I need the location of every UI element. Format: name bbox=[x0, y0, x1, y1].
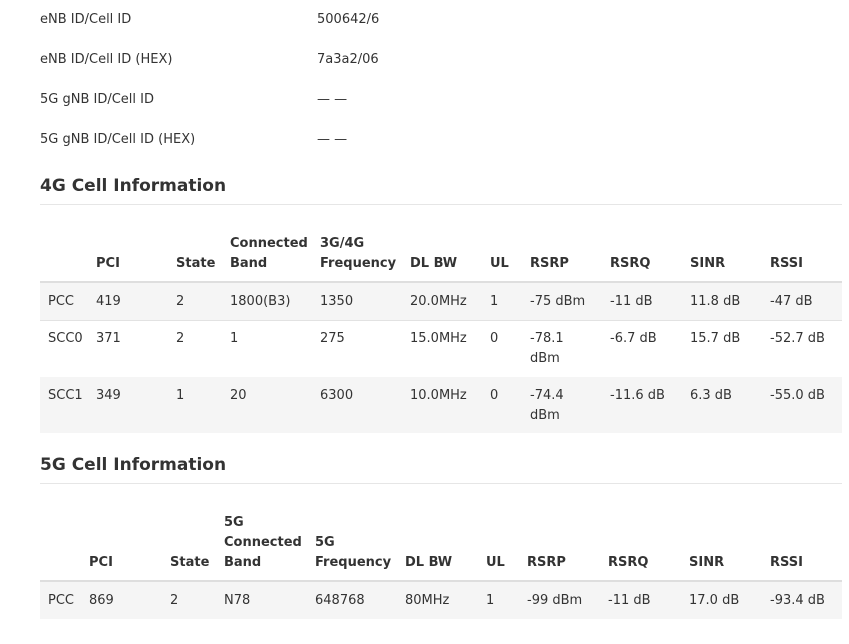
cell-band: N78 bbox=[224, 593, 251, 608]
info-value-enb-cell-id-hex: 7a3a2/06 bbox=[317, 52, 379, 67]
cell-pci: 419 bbox=[96, 294, 121, 309]
header-dl-bw: DL BW bbox=[410, 256, 458, 271]
info-value-enb-cell-id: 500642/6 bbox=[317, 12, 380, 27]
cell-rssi: -55.0 dB bbox=[770, 388, 825, 403]
header-rssi: RSSI bbox=[770, 555, 803, 570]
info-label-gnb-cell-id: 5G gNB ID/Cell ID bbox=[40, 92, 155, 107]
cell-type: SCC1 bbox=[48, 388, 83, 403]
header-rssi: RSSI bbox=[770, 256, 803, 271]
cell-sinr: 15.7 dB bbox=[690, 331, 741, 346]
info-label-gnb-cell-id-hex: 5G gNB ID/Cell ID (HEX) bbox=[40, 132, 196, 147]
cell-dl-bw: 20.0MHz bbox=[410, 294, 467, 309]
header-pci: PCI bbox=[96, 256, 120, 271]
cell-rsrp: -78.1 dBm bbox=[530, 331, 564, 366]
cell-type: SCC0 bbox=[48, 331, 83, 346]
header-rsrp: RSRP bbox=[530, 256, 569, 271]
cell-state: 2 bbox=[176, 294, 185, 309]
info-label-enb-cell-id: eNB ID/Cell ID bbox=[40, 12, 132, 27]
table-row bbox=[40, 283, 842, 320]
cell-rsrp: -74.4 dBm bbox=[530, 388, 564, 423]
cell-ul: 0 bbox=[490, 388, 499, 403]
header-sinr: SINR bbox=[690, 256, 726, 271]
cell-rsrp: -75 dBm bbox=[530, 294, 586, 309]
info-label-enb-cell-id-hex: eNB ID/Cell ID (HEX) bbox=[40, 52, 173, 67]
header-rsrq: RSRQ bbox=[608, 555, 649, 570]
cell-type: PCC bbox=[48, 294, 74, 309]
table-row bbox=[40, 582, 842, 619]
cell-dl-bw: 10.0MHz bbox=[410, 388, 467, 403]
cell-state: 1 bbox=[176, 388, 185, 403]
cell-rsrq: -11.6 dB bbox=[610, 388, 665, 403]
header-rsrq: RSRQ bbox=[610, 256, 651, 271]
header-dl-bw: DL BW bbox=[405, 555, 453, 570]
cell-state: 2 bbox=[176, 331, 185, 346]
cell-frequency: 648768 bbox=[315, 593, 365, 608]
cell-band: 20 bbox=[230, 388, 247, 403]
cell-ul: 1 bbox=[490, 294, 499, 309]
cell-frequency: 6300 bbox=[320, 388, 354, 403]
header-sinr: SINR bbox=[689, 555, 725, 570]
header-rsrp: RSRP bbox=[527, 555, 566, 570]
header-state: State bbox=[170, 555, 210, 570]
cell-type: PCC bbox=[48, 593, 74, 608]
cell-band: 1800(B3) bbox=[230, 294, 291, 309]
section-title-5g: 5G Cell Information bbox=[40, 455, 227, 475]
header-band: 5G Connected Band bbox=[224, 515, 302, 570]
info-value-gnb-cell-id: — — bbox=[317, 92, 348, 107]
header-divider bbox=[40, 281, 842, 283]
cell-frequency: 1350 bbox=[320, 294, 354, 309]
cell-rsrp: -99 dBm bbox=[527, 593, 583, 608]
cell-dl-bw: 80MHz bbox=[405, 593, 450, 608]
section-title-4g: 4G Cell Information bbox=[40, 176, 227, 196]
row-divider bbox=[40, 320, 842, 321]
cell-frequency: 275 bbox=[320, 331, 345, 346]
cell-sinr: 17.0 dB bbox=[689, 593, 740, 608]
cell-rssi: -47 dB bbox=[770, 294, 813, 309]
header-frequency: 5G Frequency bbox=[315, 535, 392, 570]
cell-rsrq: -11 dB bbox=[608, 593, 651, 608]
cell-ul: 0 bbox=[490, 331, 499, 346]
header-pci: PCI bbox=[89, 555, 113, 570]
header-band: Connected Band bbox=[230, 236, 308, 271]
cell-pci: 869 bbox=[89, 593, 114, 608]
cell-pci: 349 bbox=[96, 388, 121, 403]
cell-sinr: 11.8 dB bbox=[690, 294, 741, 309]
cell-rssi: -93.4 dB bbox=[770, 593, 825, 608]
table-row bbox=[40, 377, 842, 433]
section-divider-4g bbox=[40, 204, 842, 205]
cell-band: 1 bbox=[230, 331, 239, 346]
header-state: State bbox=[176, 256, 216, 271]
cell-rssi: -52.7 dB bbox=[770, 331, 825, 346]
cell-sinr: 6.3 dB bbox=[690, 388, 732, 403]
cell-ul: 1 bbox=[486, 593, 495, 608]
header-ul: UL bbox=[486, 555, 505, 570]
section-divider-5g bbox=[40, 483, 842, 484]
info-value-gnb-cell-id-hex: — — bbox=[317, 132, 348, 147]
header-ul: UL bbox=[490, 256, 509, 271]
cell-state: 2 bbox=[170, 593, 179, 608]
cell-pci: 371 bbox=[96, 331, 121, 346]
cell-rsrq: -6.7 dB bbox=[610, 331, 657, 346]
cell-rsrq: -11 dB bbox=[610, 294, 653, 309]
header-frequency: 3G/4G Frequency bbox=[320, 236, 397, 271]
cell-dl-bw: 15.0MHz bbox=[410, 331, 467, 346]
header-divider bbox=[40, 580, 842, 582]
